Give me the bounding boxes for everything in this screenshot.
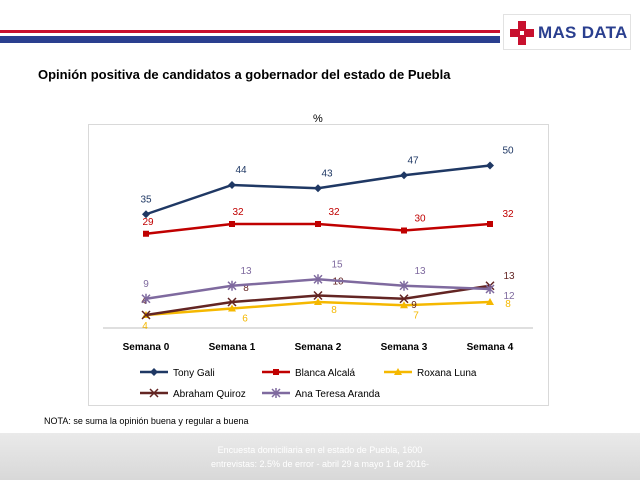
data-label: 29	[142, 217, 154, 228]
data-point-x	[399, 294, 409, 304]
data-point-star	[227, 280, 237, 291]
data-point-star	[485, 284, 495, 294]
legend-label: Abraham Quiroz	[173, 389, 246, 400]
data-point-square	[143, 230, 149, 237]
data-point-diamond	[142, 210, 150, 219]
data-label: 8	[243, 283, 249, 294]
x-tick-label: Semana 3	[381, 342, 428, 353]
data-label: 32	[232, 207, 244, 218]
data-label: 13	[414, 266, 426, 277]
data-label: 32	[328, 207, 340, 218]
legend-label: Ana Teresa Aranda	[295, 389, 380, 400]
data-label: 32	[502, 209, 514, 220]
data-point-diamond	[486, 161, 494, 170]
data-label: 6	[242, 314, 248, 325]
data-point-diamond	[400, 171, 408, 180]
data-label: 13	[503, 271, 515, 282]
red-cross-icon	[510, 21, 534, 45]
data-label: 13	[240, 266, 252, 277]
data-label: 9	[143, 279, 149, 290]
data-point-star	[399, 280, 409, 291]
data-point-diamond	[228, 181, 236, 189]
brand-logo: MAS DATA	[503, 14, 631, 50]
footer-line-2: entrevistas: 2.5% de error - abril 29 a …	[210, 459, 430, 469]
footnote: NOTA: se suma la opinión buena y regular…	[44, 416, 249, 426]
data-label: 44	[235, 165, 247, 176]
data-label: 50	[502, 146, 514, 157]
data-label: 15	[331, 259, 343, 270]
data-label: 30	[414, 214, 426, 225]
header-rule-red	[0, 30, 500, 33]
data-point-x	[141, 310, 151, 320]
data-point-square	[273, 369, 279, 375]
data-point-triangle	[486, 298, 494, 305]
x-tick-label: Semana 1	[209, 342, 256, 353]
data-point-star	[141, 293, 151, 304]
data-point-diamond	[314, 184, 322, 193]
x-tick-label: Semana 2	[295, 342, 342, 353]
data-point-square	[487, 221, 493, 227]
legend-label: Blanca Alcalá	[295, 368, 355, 379]
data-label: 47	[407, 155, 419, 166]
chart-frame	[88, 124, 549, 406]
footer-line-1: Encuesta domiciliaria en el estado de Pu…	[217, 445, 423, 455]
data-label: 9	[411, 300, 417, 311]
chart-title: Opinión positiva de candidatos a goberna…	[38, 67, 451, 82]
data-point-diamond	[150, 368, 158, 376]
x-tick-label: Semana 0	[123, 342, 170, 353]
data-label: 35	[140, 194, 152, 205]
header-rule-blue	[0, 36, 500, 43]
footer-band: Encuesta domiciliaria en el estado de Pu…	[0, 433, 640, 480]
x-tick-label: Semana 4	[467, 342, 514, 353]
data-point-triangle	[314, 298, 322, 305]
data-label: 8	[505, 299, 511, 310]
data-point-triangle	[394, 368, 402, 375]
data-point-star	[271, 388, 281, 398]
data-label: 7	[413, 310, 419, 321]
data-point-square	[229, 221, 235, 227]
data-label: 4	[142, 321, 148, 332]
data-label: 8	[331, 305, 337, 316]
legend-label: Roxana Luna	[417, 368, 477, 379]
data-label: 43	[321, 168, 333, 179]
data-point-x	[313, 290, 323, 301]
data-point-x	[149, 388, 159, 398]
logo-text: MAS DATA	[538, 23, 628, 42]
legend-label: Tony Gali	[173, 368, 215, 379]
data-point-square	[315, 221, 321, 227]
data-point-triangle	[228, 304, 236, 312]
data-point-star	[313, 274, 323, 285]
data-point-triangle	[400, 301, 408, 309]
data-point-square	[401, 227, 407, 234]
data-point-x	[227, 297, 237, 307]
y-axis-label: %	[313, 113, 323, 125]
data-label: 12	[503, 291, 515, 302]
